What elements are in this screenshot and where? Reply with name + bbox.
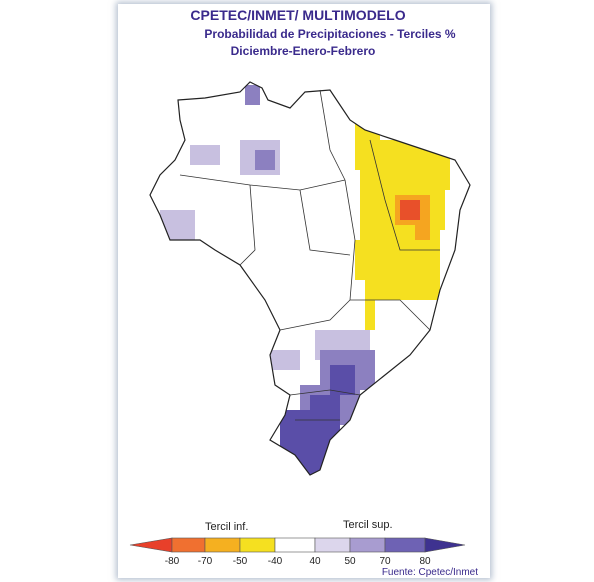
colorbar-segment	[129, 537, 173, 553]
colorbar-segment	[274, 537, 316, 553]
colorbar-segment	[171, 537, 206, 553]
colorbar-segment	[239, 537, 276, 553]
colorbar-segment	[384, 537, 426, 553]
state-borders	[179, 89, 440, 421]
colorbar-tick-label: 40	[309, 556, 321, 567]
country-outline	[149, 81, 471, 476]
upper-tercile-label: Tercil sup.	[343, 519, 393, 531]
map-title: CPETEC/INMET/ MULTIMODELO	[190, 7, 405, 23]
colorbar-segment	[314, 537, 351, 553]
colorbar-tick-label: -70	[198, 556, 213, 567]
colorbar	[129, 537, 466, 553]
lower-tercile-label: Tercil inf.	[205, 521, 248, 533]
colorbar-tick-label: -50	[233, 556, 248, 567]
source-note: Fuente: Cpetec/Inmet	[382, 567, 478, 578]
colorbar-tick-label: 80	[419, 556, 431, 567]
map-subtitle: Probabilidad de Precipitaciones - Tercil…	[204, 27, 456, 41]
colorbar-segment	[204, 537, 241, 553]
colorbar-tick-label: -40	[268, 556, 283, 567]
colorbar-tick-label: -80	[165, 556, 180, 567]
colorbar-tick-label: 70	[379, 556, 391, 567]
colorbar-tick-label: 50	[344, 556, 356, 567]
colorbar-segment	[424, 537, 466, 553]
map-period: Diciembre-Enero-Febrero	[231, 44, 376, 58]
colorbar-segment	[349, 537, 386, 553]
